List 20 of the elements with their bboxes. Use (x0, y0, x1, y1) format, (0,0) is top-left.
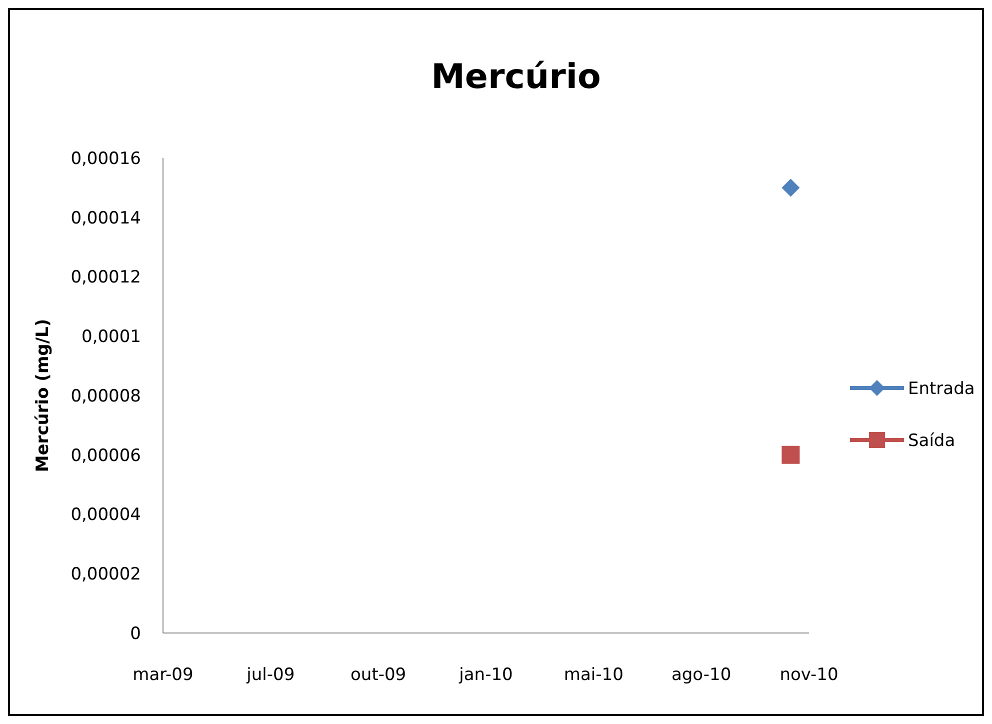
y-tick-label: 0,00008 (70, 386, 141, 406)
y-tick-label: 0,00014 (70, 208, 141, 228)
y-tick-label: 0,00002 (70, 564, 141, 585)
y-tick-label: 0,0001 (82, 327, 141, 348)
legend-label: Entrada (908, 378, 975, 399)
chart-title: Mercúrio (431, 57, 601, 97)
x-tick-label: mai-10 (564, 665, 624, 685)
y-tick-label: 0,00016 (70, 148, 141, 169)
x-tick-label: mar-09 (132, 665, 194, 685)
y-tick-label: 0,00006 (70, 446, 141, 466)
y-axis-title: Mercúrio (mg/L) (33, 318, 53, 472)
x-tick-label: jan-10 (458, 665, 513, 685)
x-tick-label: jul-09 (246, 665, 295, 685)
x-tick-label: ago-10 (671, 665, 732, 685)
x-tick-label: nov-10 (780, 665, 838, 685)
y-tick-label: 0,00012 (70, 268, 141, 288)
x-tick-label: out-09 (350, 665, 406, 685)
legend-label: Saída (908, 430, 956, 451)
y-tick-label: 0,00004 (70, 505, 141, 526)
y-tick-label: 0 (130, 624, 141, 644)
